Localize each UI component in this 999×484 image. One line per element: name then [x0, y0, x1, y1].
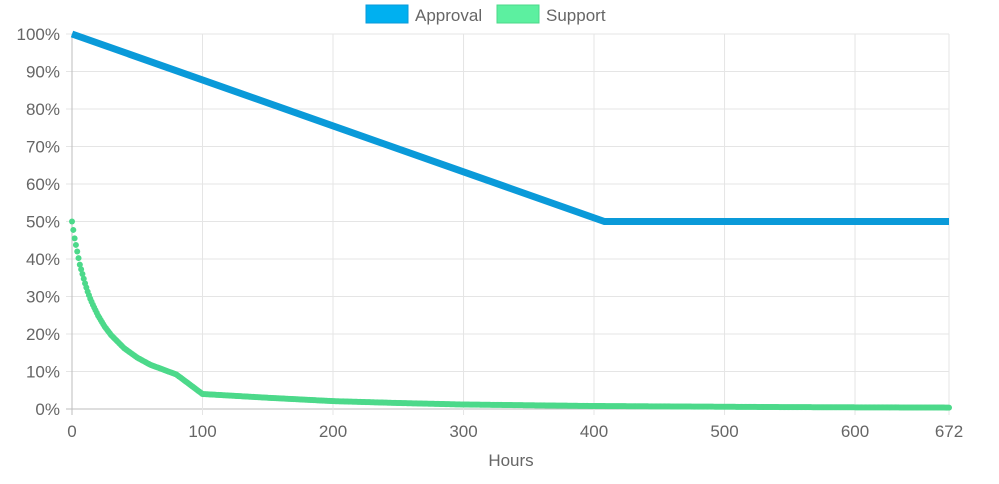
x-tick-label: 100: [188, 422, 216, 441]
x-tick-label: 600: [841, 422, 869, 441]
x-tick-label: 400: [580, 422, 608, 441]
legend-swatch-approval: [365, 4, 409, 24]
x-tick-label: 500: [710, 422, 738, 441]
x-tick-label: 672: [935, 422, 963, 441]
support-point: [78, 266, 85, 273]
support-point: [80, 275, 87, 282]
x-tick-label: 200: [319, 422, 347, 441]
approval-line: [70, 30, 949, 225]
support-point: [69, 218, 75, 225]
legend-label-support: Support: [546, 6, 606, 25]
support-point: [76, 261, 83, 268]
y-tick-label: 60%: [26, 175, 60, 194]
legend-item-support[interactable]: Support: [496, 4, 606, 25]
series: [69, 30, 952, 411]
legend[interactable]: Approval Support: [365, 4, 606, 25]
y-tick-label: 40%: [26, 250, 60, 269]
x-axis-title: Hours: [488, 451, 533, 470]
support-point: [75, 255, 82, 262]
legend-swatch-support: [496, 4, 540, 24]
x-tick-label: 0: [67, 422, 76, 441]
support-point: [74, 248, 81, 255]
legend-label-approval: Approval: [415, 6, 482, 25]
support-points: [69, 218, 952, 411]
y-tick-label: 0%: [35, 400, 60, 419]
y-tick-label: 50%: [26, 213, 60, 232]
y-tick-label: 20%: [26, 325, 60, 344]
support-point: [79, 271, 86, 277]
y-tick-label: 90%: [26, 63, 60, 82]
y-tick-label: 10%: [26, 363, 60, 382]
y-tick-label: 70%: [26, 138, 60, 157]
legend-item-approval[interactable]: Approval: [365, 4, 482, 25]
y-tick-label: 100%: [17, 25, 60, 44]
y-tick-label: 80%: [26, 100, 60, 119]
support-point: [70, 226, 77, 233]
support-point: [71, 235, 78, 242]
support-point: [946, 404, 952, 411]
y-tick-label: 30%: [26, 288, 60, 307]
x-tick-label: 300: [449, 422, 477, 441]
axes: 0% 10% 20% 30% 40% 50% 60% 70% 80% 90% 100% 0 100 200…: [17, 25, 964, 441]
support-point: [72, 241, 79, 248]
